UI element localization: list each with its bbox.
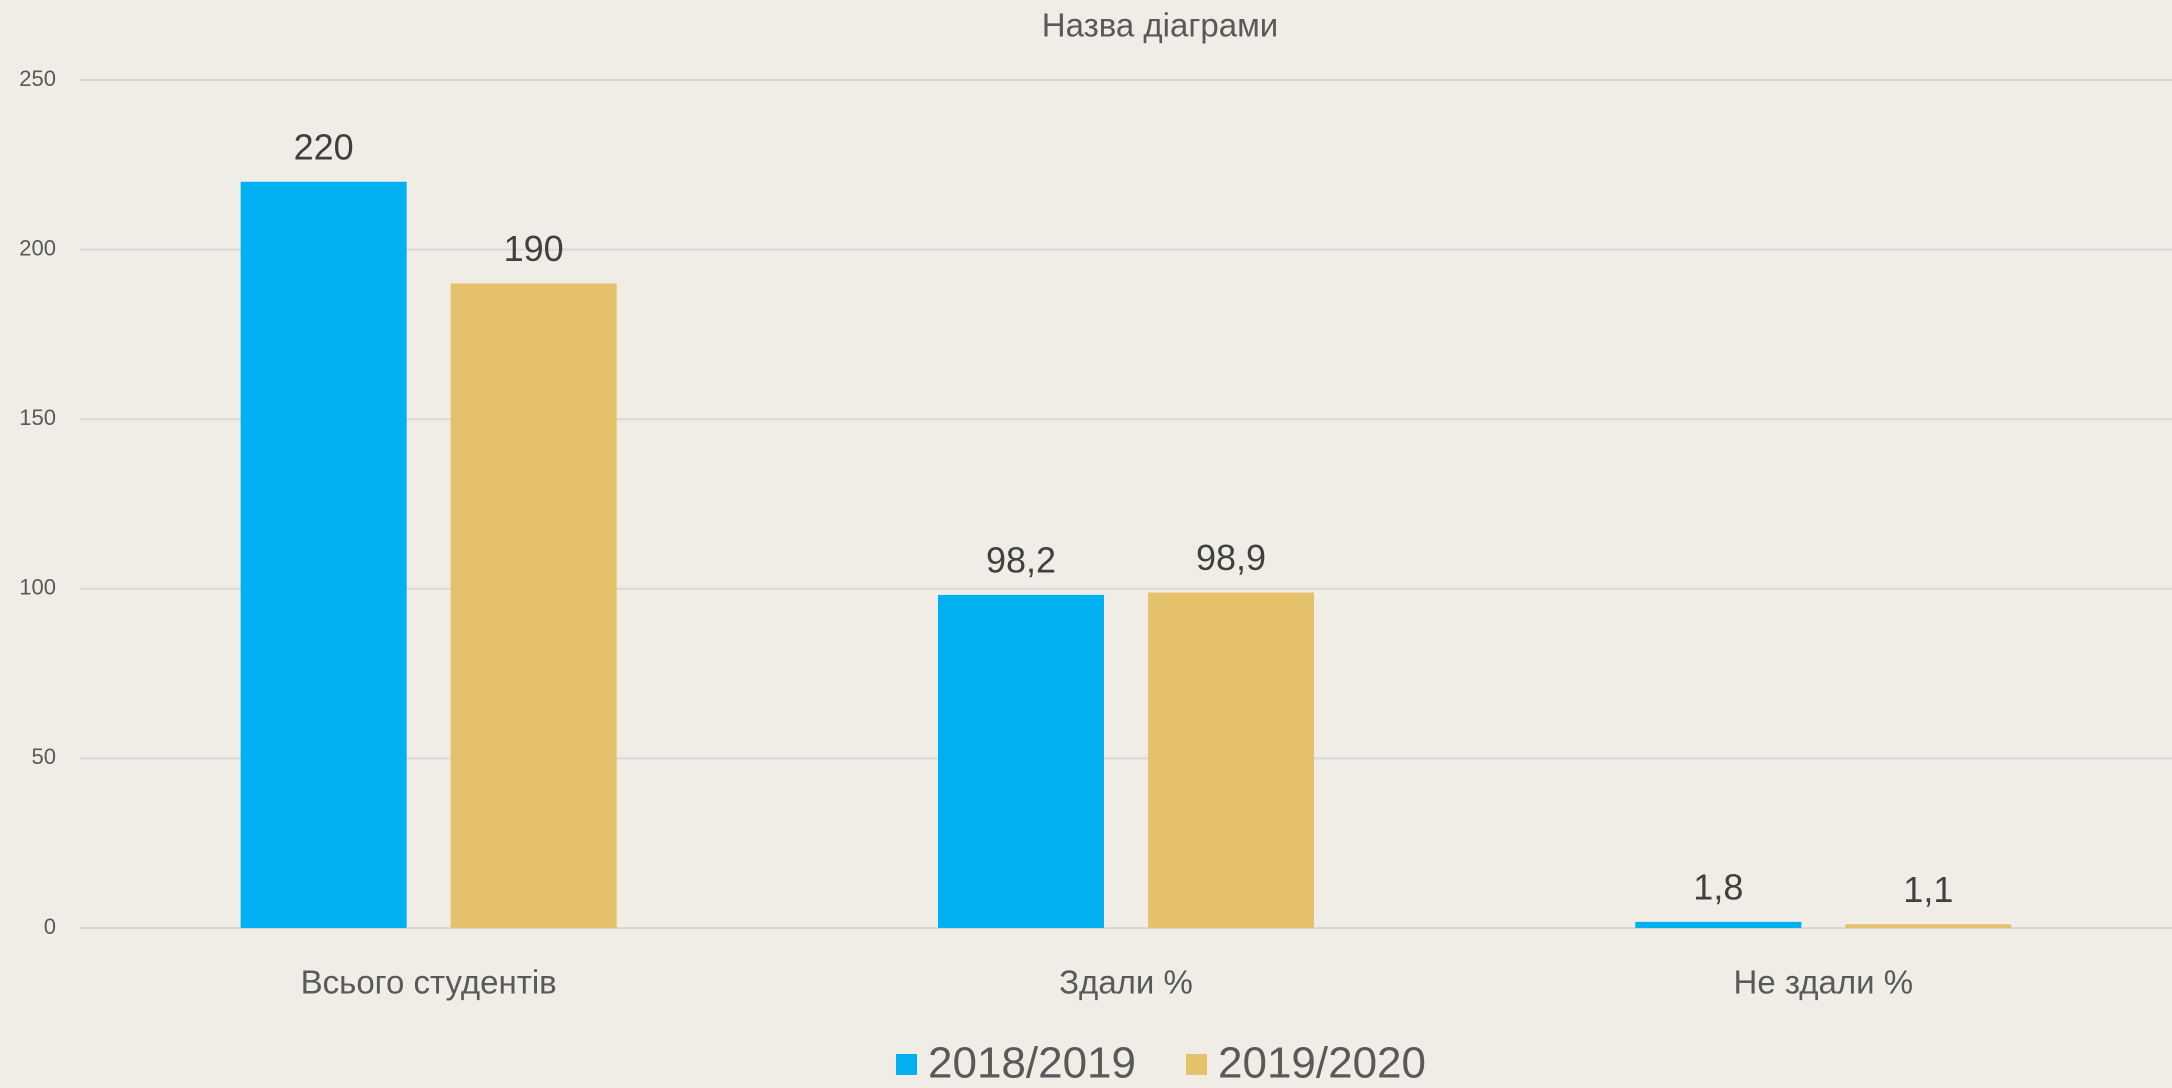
bar [240,181,407,928]
y-tick-label: 0 [44,914,56,939]
data-label: 98,2 [986,539,1056,580]
legend-label: 2019/2020 [1218,1039,1426,1088]
legend-label: 2018/2019 [928,1039,1136,1088]
bar [450,283,617,928]
bar [1148,592,1314,928]
data-label: 190 [504,228,564,269]
legend-swatch [1186,1054,1207,1075]
bar [1845,924,2012,928]
y-tick-label: 50 [32,744,56,769]
y-tick-label: 100 [19,575,56,600]
y-tick-label: 250 [19,66,56,91]
x-tick-label: Здали % [1059,964,1193,1001]
chart-title: Назва діаграми [1042,7,1278,44]
bar [1635,921,1802,928]
y-tick-label: 200 [19,235,56,260]
data-label: 220 [294,126,354,167]
x-tick-label: Не здали % [1734,964,1914,1001]
data-label: 1,8 [1693,866,1743,907]
data-label: 1,1 [1903,869,1953,910]
y-tick-label: 150 [19,405,56,430]
legend-swatch [896,1054,917,1075]
bar [938,594,1104,928]
x-tick-label: Всього студентів [301,964,557,1001]
data-label: 98,9 [1196,537,1266,578]
